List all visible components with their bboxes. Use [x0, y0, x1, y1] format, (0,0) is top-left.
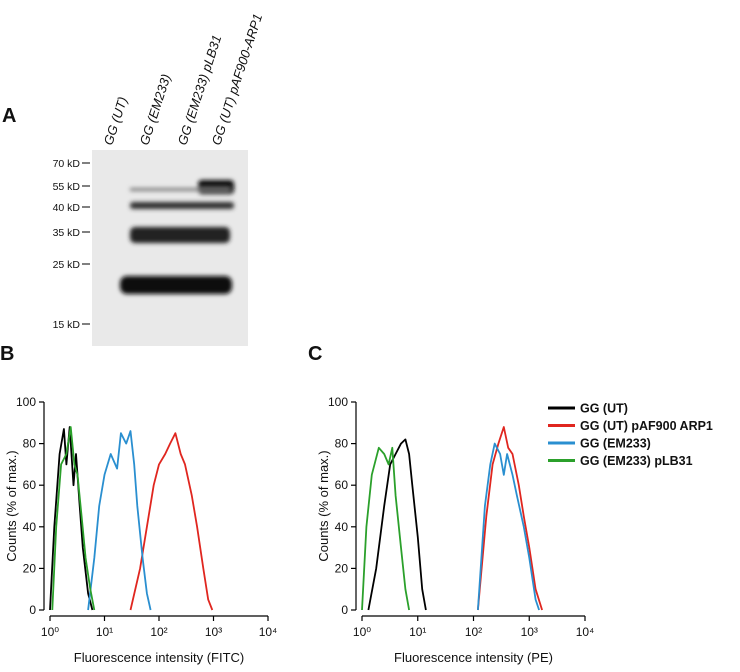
legend-label: GG (UT) pAF900 ARP1: [580, 419, 713, 433]
histogram-line: [477, 426, 543, 611]
histogram-line: [129, 432, 214, 611]
panel-letter: A: [2, 105, 16, 127]
y-axis-label: Counts (% of max.): [4, 450, 19, 561]
y-tick-label: 20: [23, 561, 37, 575]
marker-label: 35 kD: [53, 227, 81, 239]
x-tick-label: 10³: [521, 625, 538, 639]
x-axis-label: Fluorescence intensity (FITC): [74, 650, 245, 665]
x-tick-label: 10²: [150, 625, 167, 639]
y-tick-label: 100: [16, 395, 36, 409]
histogram-line: [477, 442, 540, 611]
y-tick-label: 60: [335, 478, 349, 492]
y-tick-label: 20: [335, 561, 349, 575]
y-tick-label: 80: [23, 437, 37, 451]
x-tick-label: 10⁰: [353, 625, 371, 639]
y-axis-label: Counts (% of max.): [316, 450, 331, 561]
lane-label: GG (EM233): [137, 72, 174, 147]
panel-letter: B: [0, 343, 14, 365]
y-tick-label: 40: [23, 520, 37, 534]
y-tick-label: 0: [341, 603, 348, 617]
marker-label: 55 kD: [53, 181, 81, 193]
legend-label: GG (EM233): [580, 437, 651, 451]
y-tick-label: 80: [335, 437, 349, 451]
histogram-line: [367, 438, 427, 611]
legend-label: GG (UT): [580, 402, 628, 416]
x-tick-label: 10²: [465, 625, 482, 639]
histogram-line: [87, 430, 152, 611]
x-tick-label: 10⁴: [576, 625, 595, 639]
lane-label: GG (UT): [101, 95, 131, 147]
histogram-line: [361, 446, 410, 611]
marker-label: 25 kD: [53, 259, 81, 271]
marker-label: 40 kD: [53, 202, 81, 214]
panel-letter: C: [308, 343, 322, 365]
histogram-line: [51, 426, 96, 611]
legend-label: GG (EM233) pLB31: [580, 454, 693, 468]
blot: [92, 150, 248, 346]
x-tick-label: 10¹: [409, 625, 426, 639]
y-tick-label: 40: [335, 520, 349, 534]
histogram-line: [49, 426, 94, 611]
x-axis-label: Fluorescence intensity (PE): [394, 650, 553, 665]
y-tick-label: 100: [328, 395, 348, 409]
marker-label: 70 kD: [53, 158, 81, 170]
x-tick-label: 10⁴: [259, 625, 278, 639]
x-tick-label: 10³: [205, 625, 222, 639]
y-tick-label: 0: [29, 603, 36, 617]
x-tick-label: 10⁰: [41, 625, 59, 639]
x-tick-label: 10¹: [96, 625, 113, 639]
marker-label: 15 kD: [53, 319, 81, 331]
lane-label: GG (UT) pAF900-ARP1: [209, 12, 266, 147]
y-tick-label: 60: [23, 478, 37, 492]
